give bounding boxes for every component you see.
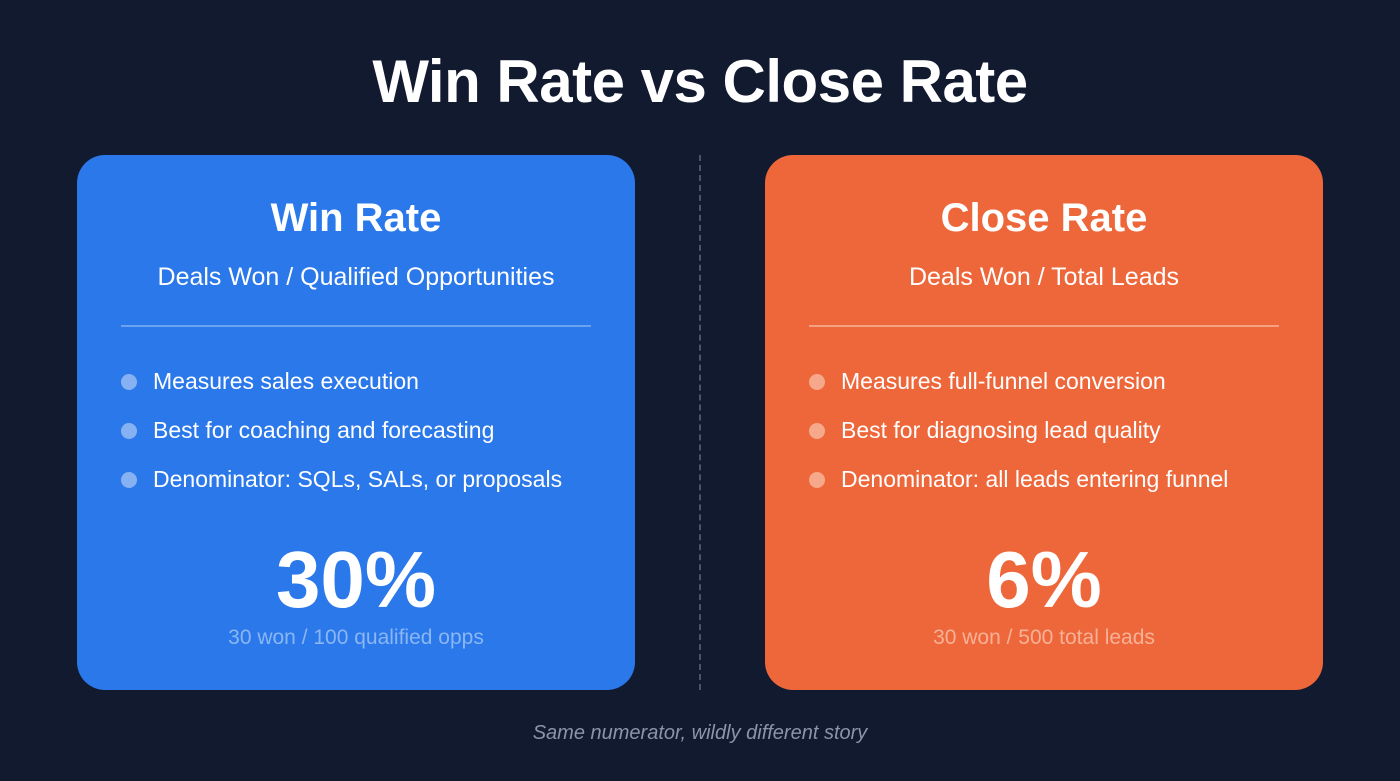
close-rate-card: Close Rate Deals Won / Total Leads Measu… <box>765 155 1323 690</box>
bullet-text: Measures full-funnel conversion <box>841 368 1166 394</box>
list-item: Best for diagnosing lead quality <box>809 406 1228 455</box>
win-rate-card: Win Rate Deals Won / Qualified Opportuni… <box>77 155 635 690</box>
bullet-text: Denominator: all leads entering funnel <box>841 466 1229 492</box>
metric-value: 6% <box>986 535 1102 624</box>
bullet-text: Best for coaching and forecasting <box>153 417 495 443</box>
bullet-dot-icon <box>809 422 825 439</box>
list-item: Denominator: all leads entering funnel <box>809 455 1228 504</box>
page-title: Win Rate vs Close Rate <box>372 48 1028 115</box>
card-formula: Deals Won / Qualified Opportunities <box>157 263 555 291</box>
bullet-dot-icon <box>121 373 137 390</box>
metric-caption: 30 won / 500 total leads <box>933 626 1155 649</box>
bullet-dot-icon <box>809 373 825 390</box>
card-formula: Deals Won / Total Leads <box>908 263 1180 291</box>
bullet-text: Best for diagnosing lead quality <box>841 417 1161 443</box>
list-item: Measures full-funnel conversion <box>809 357 1228 406</box>
bullet-dot-icon <box>121 471 137 488</box>
card-separator <box>809 325 1279 327</box>
bullet-dot-icon <box>809 471 825 488</box>
metric-value: 30% <box>275 535 437 624</box>
card-separator <box>121 325 591 327</box>
card-title: Close Rate <box>940 196 1148 240</box>
bullet-text: Denominator: SQLs, SALs, or proposals <box>153 466 563 492</box>
list-item: Measures sales execution <box>121 357 562 406</box>
list-item: Denominator: SQLs, SALs, or proposals <box>121 455 562 504</box>
bullet-list: Measures sales execution Best for coachi… <box>121 357 562 504</box>
bullet-text: Measures sales execution <box>153 368 419 394</box>
card-title: Win Rate <box>270 196 442 240</box>
bullet-list: Measures full-funnel conversion Best for… <box>809 357 1228 504</box>
bullet-dot-icon <box>121 422 137 439</box>
metric-caption: 30 won / 100 qualified opps <box>228 626 484 649</box>
dashed-divider <box>699 155 701 690</box>
footer-note: Same numerator, wildly different story <box>532 722 868 744</box>
list-item: Best for coaching and forecasting <box>121 406 562 455</box>
